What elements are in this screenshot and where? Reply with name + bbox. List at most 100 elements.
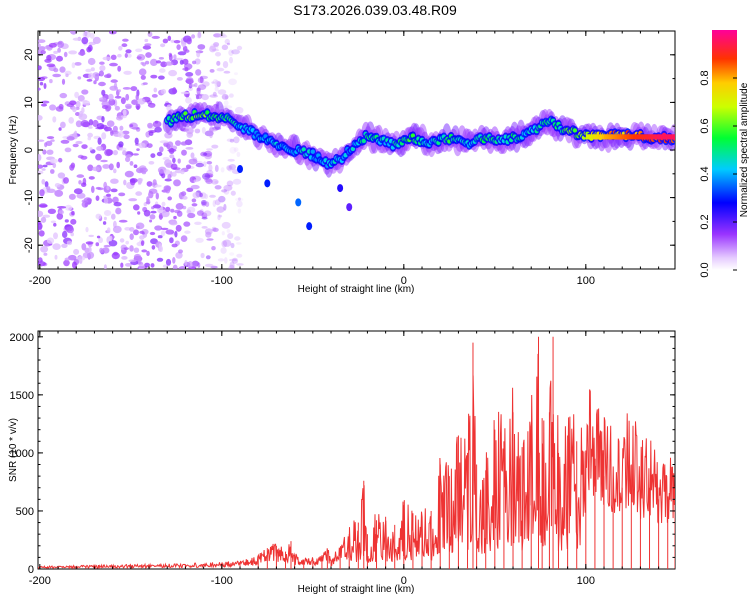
snr-ylabel: SNR (10 * v/v): [8, 418, 19, 482]
heatmap-cell: [41, 168, 46, 171]
heatmap-cell: [600, 134, 603, 140]
heatmap-cell: [197, 262, 201, 268]
heatmap-cell: [56, 212, 64, 220]
heatmap-cell: [72, 37, 82, 41]
heatmap-cell: [73, 248, 80, 255]
heatmap-cell: [80, 155, 88, 160]
heatmap-cell: [117, 131, 124, 138]
heatmap-cell: [594, 134, 598, 140]
heatmap-cell: [128, 198, 138, 202]
heatmap-cell: [616, 134, 619, 140]
heatmap-cell: [214, 80, 220, 88]
heatmap-cell: [226, 229, 231, 233]
heatmap-cell: [201, 226, 208, 229]
heatmap-cell: [235, 197, 244, 202]
heatmap-cell: [226, 180, 234, 187]
heatmap-cell: [146, 181, 153, 187]
heatmap-cell: [178, 249, 183, 254]
heatmap-cell: [93, 80, 97, 85]
heatmap-cell: [212, 227, 219, 232]
heatmap-cell: [147, 122, 153, 129]
heatmap-cell: [162, 213, 166, 218]
heatmap-cell: [221, 231, 225, 236]
heatmap-cell: [135, 94, 139, 101]
heatmap-cell: [69, 164, 75, 171]
heatmap-cell: [199, 76, 204, 84]
heatmap-cell: [226, 138, 234, 142]
heatmap-cell: [41, 100, 50, 104]
heatmap-cell: [99, 65, 106, 72]
heatmap-cell: [50, 158, 58, 164]
heatmap-cell: [75, 120, 82, 128]
heatmap-cell: [184, 230, 191, 234]
heatmap-cell: [218, 34, 228, 38]
heatmap-cell: [68, 50, 78, 55]
heatmap-cell: [59, 92, 68, 99]
heatmap-cell: [64, 204, 73, 211]
y-tick-label: 20: [23, 49, 35, 61]
heatmap-cell: [238, 197, 241, 201]
y-tick-label: -10: [23, 190, 35, 206]
heatmap-cell: [124, 103, 132, 109]
heatmap-cell: [165, 186, 171, 194]
heatmap-cell: [609, 134, 612, 140]
heatmap-cell: [222, 61, 229, 69]
heatmap-cell: [229, 56, 233, 64]
heatmap-cell: [173, 215, 177, 220]
heatmap-cell: [642, 134, 645, 140]
heatmap-cell: [410, 133, 416, 138]
heatmap-cell: [77, 95, 85, 102]
heatmap-cell: [162, 264, 168, 268]
heatmap-cell: [611, 134, 614, 140]
heatmap-cell: [150, 263, 155, 268]
heatmap-cell: [209, 132, 213, 139]
heatmap-cell: [177, 158, 181, 164]
heatmap-cell: [140, 240, 145, 247]
heatmap-cell: [167, 148, 177, 152]
heatmap-cell: [205, 255, 211, 260]
heatmap-cell: [156, 257, 164, 262]
heatmap-cell: [103, 210, 112, 216]
heatmap-cell: [226, 165, 232, 171]
heatmap-cell: [38, 65, 42, 71]
colorbar-ticks: 0.0 0.2 0.4 0.6 0.8: [699, 70, 737, 278]
heatmap-cell: [184, 49, 190, 53]
heatmap-cell: [66, 136, 75, 141]
heatmap-cell: [159, 68, 166, 73]
heatmap-cell: [215, 80, 222, 86]
heatmap-cell: [112, 150, 118, 156]
heatmap-cell: [161, 201, 166, 207]
heatmap-cell: [180, 170, 185, 175]
heatmap-cell: [156, 60, 162, 64]
heatmap-cell: [209, 45, 217, 53]
heatmap-cell: [179, 59, 184, 65]
heatmap-cell: [160, 230, 166, 237]
heatmap-cell: [137, 211, 141, 215]
heatmap-cell: [98, 81, 106, 87]
heatmap-cell: [194, 128, 201, 134]
heatmap-cell: [77, 255, 86, 261]
heatmap-cell: [167, 35, 172, 41]
heatmap-cell: [42, 164, 48, 168]
heatmap-cell: [149, 104, 156, 109]
heatmap-cell: [40, 216, 47, 223]
heatmap-cell: [614, 134, 618, 140]
heatmap-cell: [106, 120, 115, 127]
heatmap-cell: [38, 115, 43, 121]
figure-title: S173.2026.039.03.48.R09: [293, 2, 457, 18]
heatmap-cell: [183, 111, 188, 116]
heatmap-cell: [187, 212, 196, 219]
heatmap-cell: [135, 191, 143, 196]
x-tick-label: 100: [577, 275, 595, 287]
heatmap-cell: [101, 105, 109, 109]
heatmap-cell: [218, 214, 223, 218]
heatmap-cell: [346, 203, 353, 212]
heatmap-cell: [622, 134, 625, 140]
heatmap-cell: [141, 170, 147, 175]
heatmap-cell: [86, 251, 95, 259]
heatmap-cell: [191, 198, 197, 203]
heatmap-cell: [174, 230, 178, 238]
heatmap-cell: [184, 67, 189, 72]
heatmap-cell: [204, 130, 214, 137]
heatmap-cell: [117, 89, 121, 93]
